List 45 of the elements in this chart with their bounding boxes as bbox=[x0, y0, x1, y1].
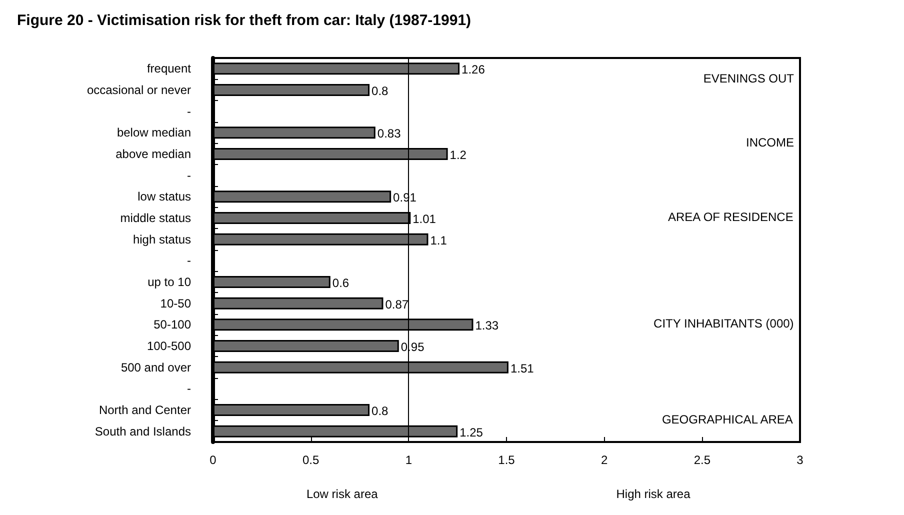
y-tick-label: - bbox=[187, 104, 191, 118]
y-tick-label: low status bbox=[138, 190, 191, 204]
y-tick-label: - bbox=[187, 254, 191, 268]
y-tick-label: high status bbox=[132, 232, 191, 246]
data-label: 0.83 bbox=[377, 126, 402, 141]
data-label: 1.1 bbox=[430, 233, 448, 248]
x-tick-label: 0.5 bbox=[302, 453, 320, 467]
annotation: GEOGRAPHICAL AREA bbox=[662, 412, 793, 427]
data-label: 1.01 bbox=[412, 212, 436, 226]
x-tick-label: 2 bbox=[600, 453, 608, 467]
y-tick-label: up to 10 bbox=[148, 275, 192, 289]
data-label: 1.26 bbox=[462, 62, 486, 77]
x-tick-label: 3 bbox=[796, 453, 804, 467]
y-tick-label: below median bbox=[116, 126, 191, 140]
data-label: 1.51 bbox=[510, 361, 534, 376]
y-tick-label: South and Islands bbox=[94, 424, 191, 438]
x-tick-label: 1 bbox=[405, 453, 412, 467]
annotation: INCOME bbox=[746, 135, 794, 150]
data-label: 0.6 bbox=[332, 276, 350, 290]
data-label: 1.2 bbox=[450, 148, 467, 162]
x-tick-label: 0 bbox=[210, 453, 217, 467]
data-label: 0.8 bbox=[372, 404, 389, 418]
y-tick-label: 100-500 bbox=[146, 339, 192, 353]
x-tick-label: 2.5 bbox=[694, 453, 711, 467]
text: High risk area bbox=[616, 487, 691, 501]
x-tick-label: 1.5 bbox=[498, 453, 516, 467]
y-tick-label: 500 and over bbox=[120, 360, 191, 374]
chart-title: Figure 20 - Victimisation risk for theft from car: Italy (1987-1991) bbox=[17, 12, 472, 29]
y-tick-label: 10-50 bbox=[160, 296, 192, 310]
y-tick-label: - bbox=[187, 168, 191, 182]
text: Low risk area bbox=[306, 487, 378, 501]
y-tick-label: 50-100 bbox=[154, 318, 192, 332]
data-label: 1.33 bbox=[475, 318, 499, 333]
y-tick-label: occasional or never bbox=[86, 83, 191, 97]
y-tick-label: middle status bbox=[120, 211, 191, 225]
y-tick-label: above median bbox=[116, 147, 191, 161]
y-tick-label: North and Center bbox=[98, 403, 191, 417]
annotation: EVENINGS OUT bbox=[703, 71, 795, 86]
data-label: 1.25 bbox=[460, 425, 484, 440]
annotation: CITY INHABITANTS (000) bbox=[654, 316, 794, 331]
y-tick-label: - bbox=[187, 382, 191, 396]
data-label: 0.87 bbox=[385, 297, 409, 312]
data-label: 0.8 bbox=[372, 84, 389, 98]
annotation: AREA OF RESIDENCE bbox=[668, 210, 794, 224]
y-tick-label: frequent bbox=[146, 62, 192, 76]
